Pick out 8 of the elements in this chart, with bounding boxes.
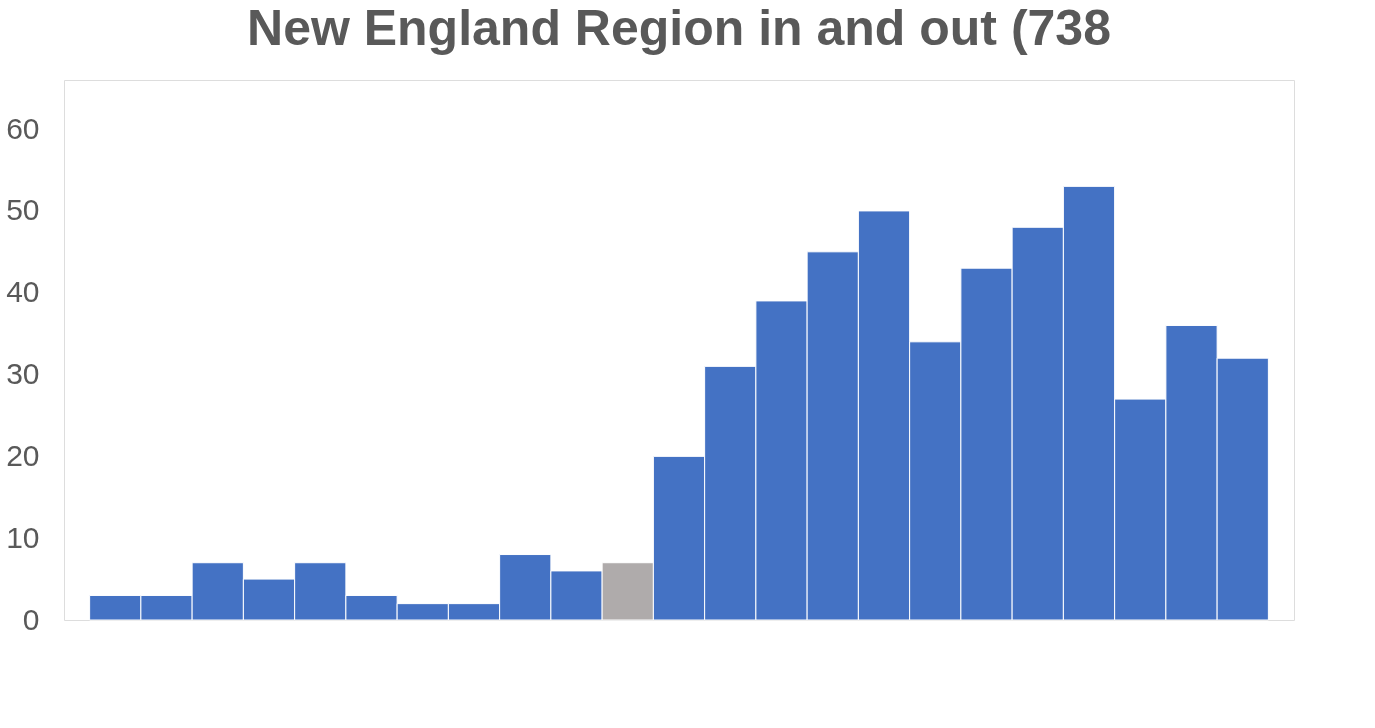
y-tick-label: 30 bbox=[6, 357, 40, 391]
y-tick-label: 60 bbox=[6, 111, 40, 145]
chart-title: New England Region in and out (738 bbox=[247, 0, 1111, 56]
y-tick-label: 50 bbox=[6, 193, 40, 227]
y-tick-label: 20 bbox=[6, 438, 40, 472]
y-tick-label: 10 bbox=[6, 520, 40, 554]
y-tick-label: 40 bbox=[6, 275, 40, 309]
y-tick-label: 0 bbox=[22, 602, 40, 636]
